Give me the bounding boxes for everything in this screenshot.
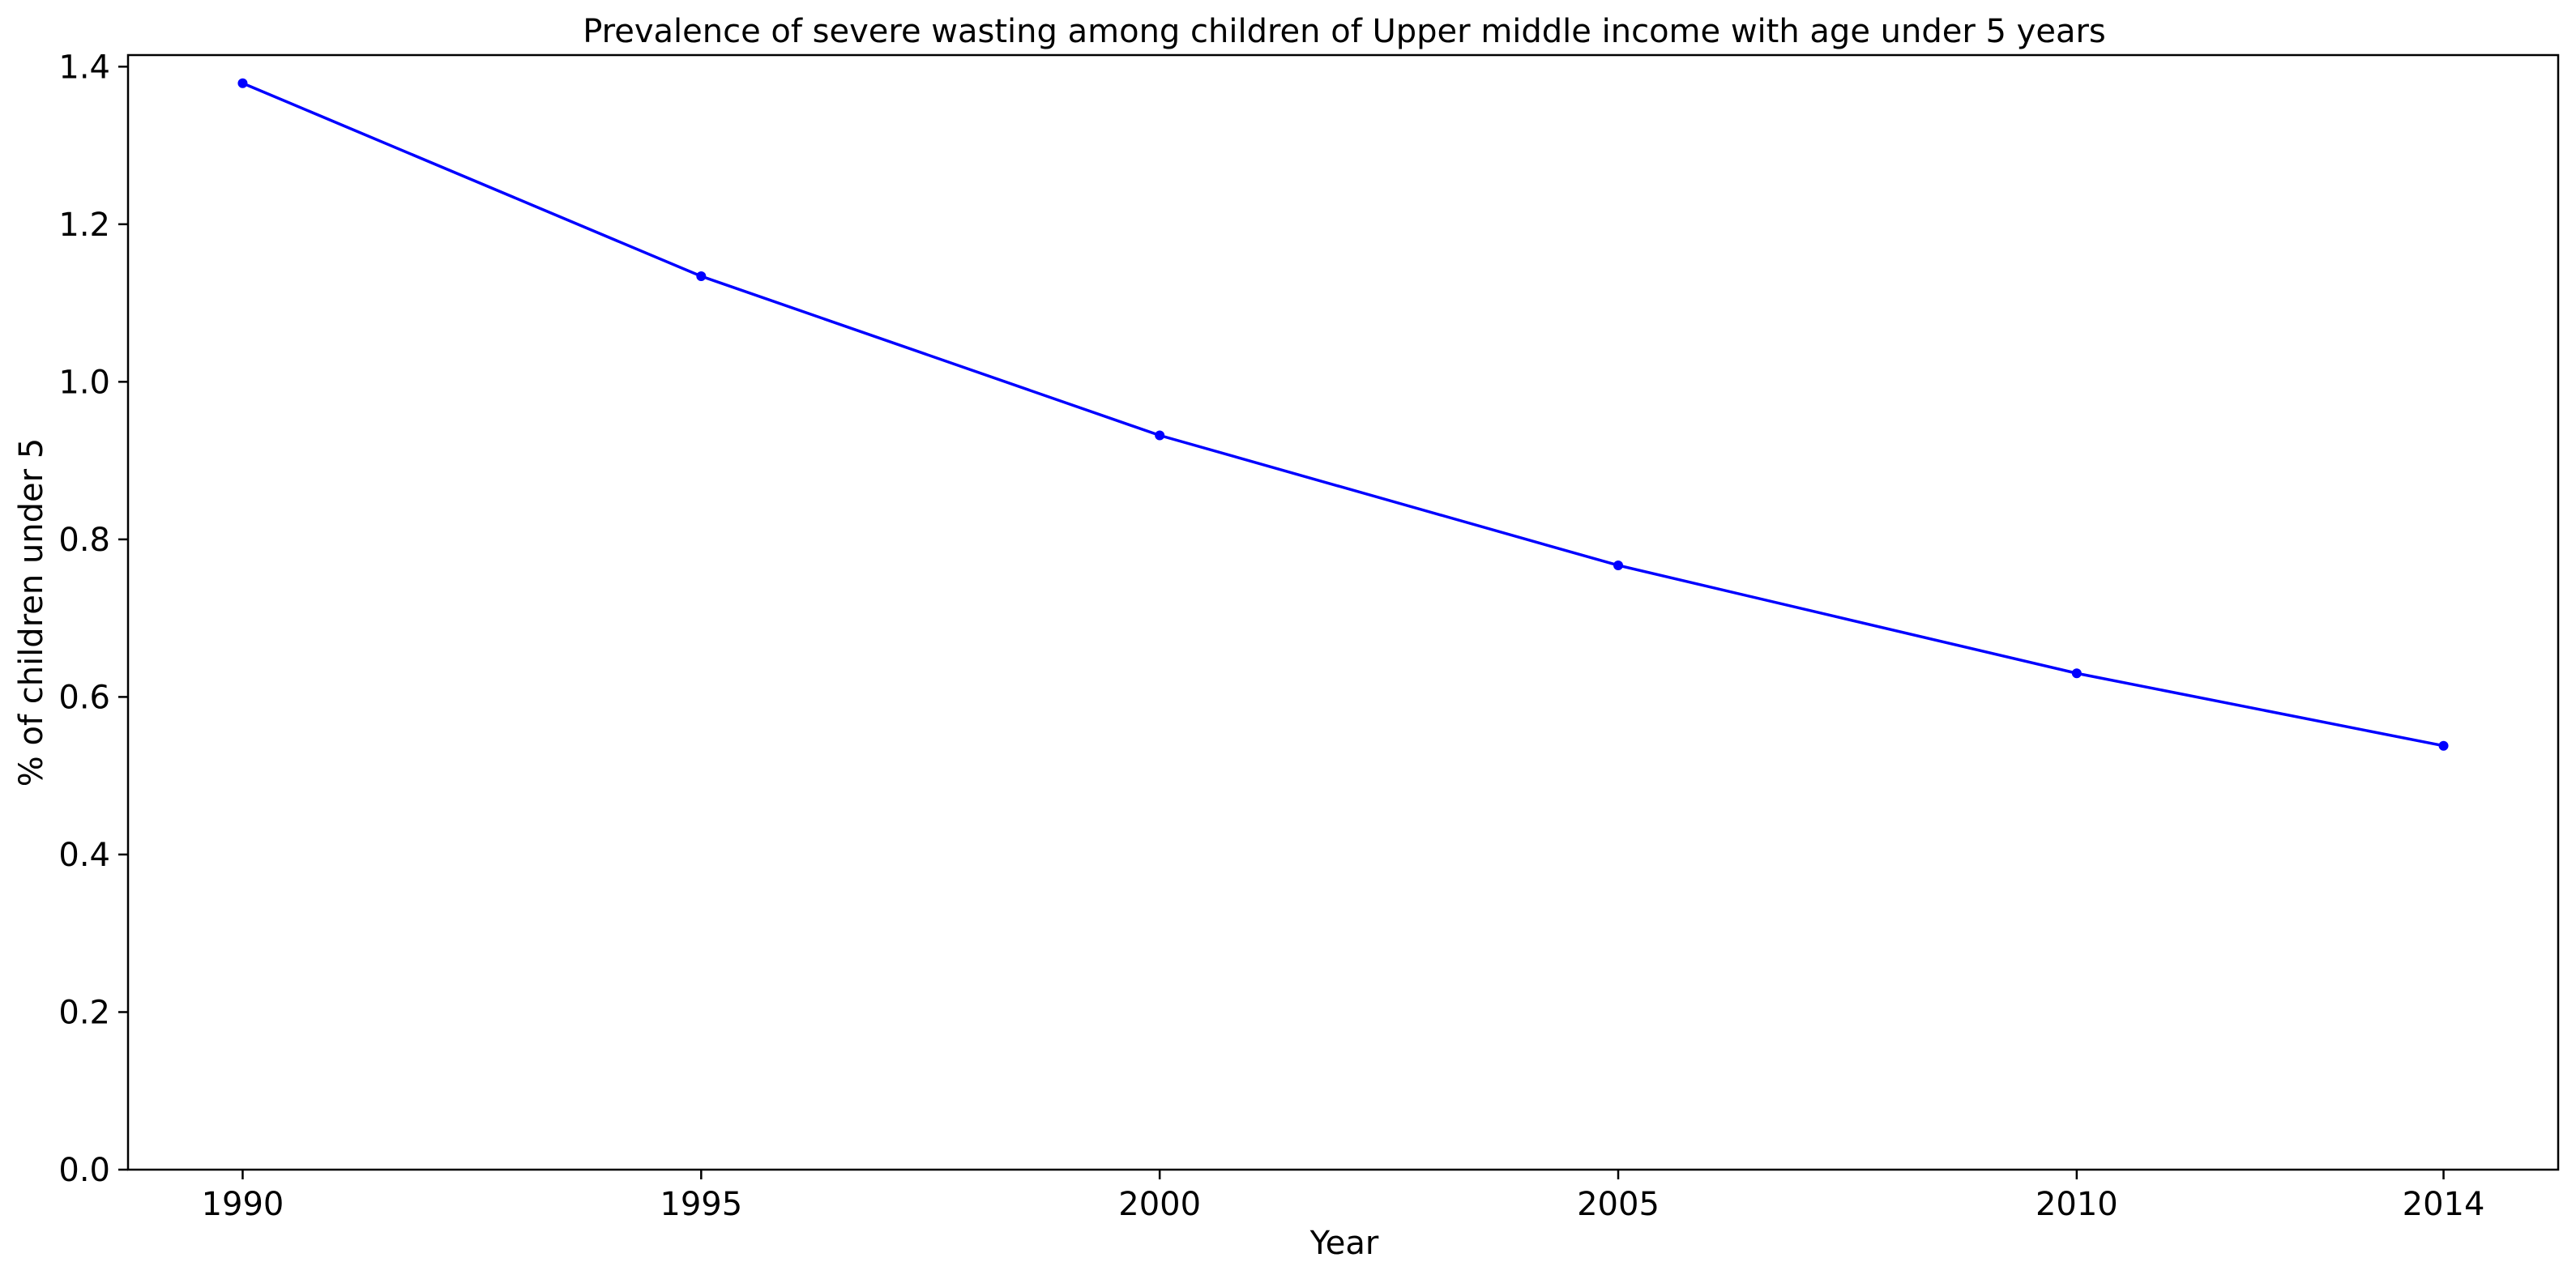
y-tick-label: 0.4 [58,837,110,874]
x-tick-label: 2000 [1118,1186,1201,1223]
y-tick-label: 1.0 [58,364,110,401]
series-line-0 [241,82,2444,748]
data-point-1990 [237,78,248,88]
y-tick-label: 1.4 [58,49,110,86]
plot-area [237,78,2449,751]
x-axis: 1990 1995 2000 2005 2010 2014 [202,1170,2485,1223]
data-point-2010 [2071,668,2082,679]
y-tick-label: 1.2 [58,207,110,244]
data-point-2014 [2438,740,2449,751]
data-point-2005 [1613,560,1624,570]
x-tick-label: 1990 [202,1186,284,1223]
x-tick-label: 2005 [1577,1186,1660,1223]
y-tick-label: 0.8 [58,522,110,559]
x-tick-label: 1995 [660,1186,742,1223]
y-tick-label: 0.0 [58,1152,110,1189]
x-tick-label: 2010 [2036,1186,2118,1223]
y-tick-label: 0.6 [58,679,110,716]
y-tick-label: 0.2 [58,994,110,1031]
x-tick-label: 2014 [2403,1186,2485,1223]
y-axis-label: % of children under 5 [13,438,50,787]
data-point-1995 [696,271,707,282]
y-axis: 0.0 0.2 0.4 0.6 0.8 1.0 1.2 1.4 [58,49,128,1189]
chart-title: Prevalence of severe wasting among child… [583,13,2106,50]
data-point-2000 [1155,430,1165,441]
x-axis-label: Year [1309,1225,1379,1262]
plot-frame [126,53,2560,1171]
